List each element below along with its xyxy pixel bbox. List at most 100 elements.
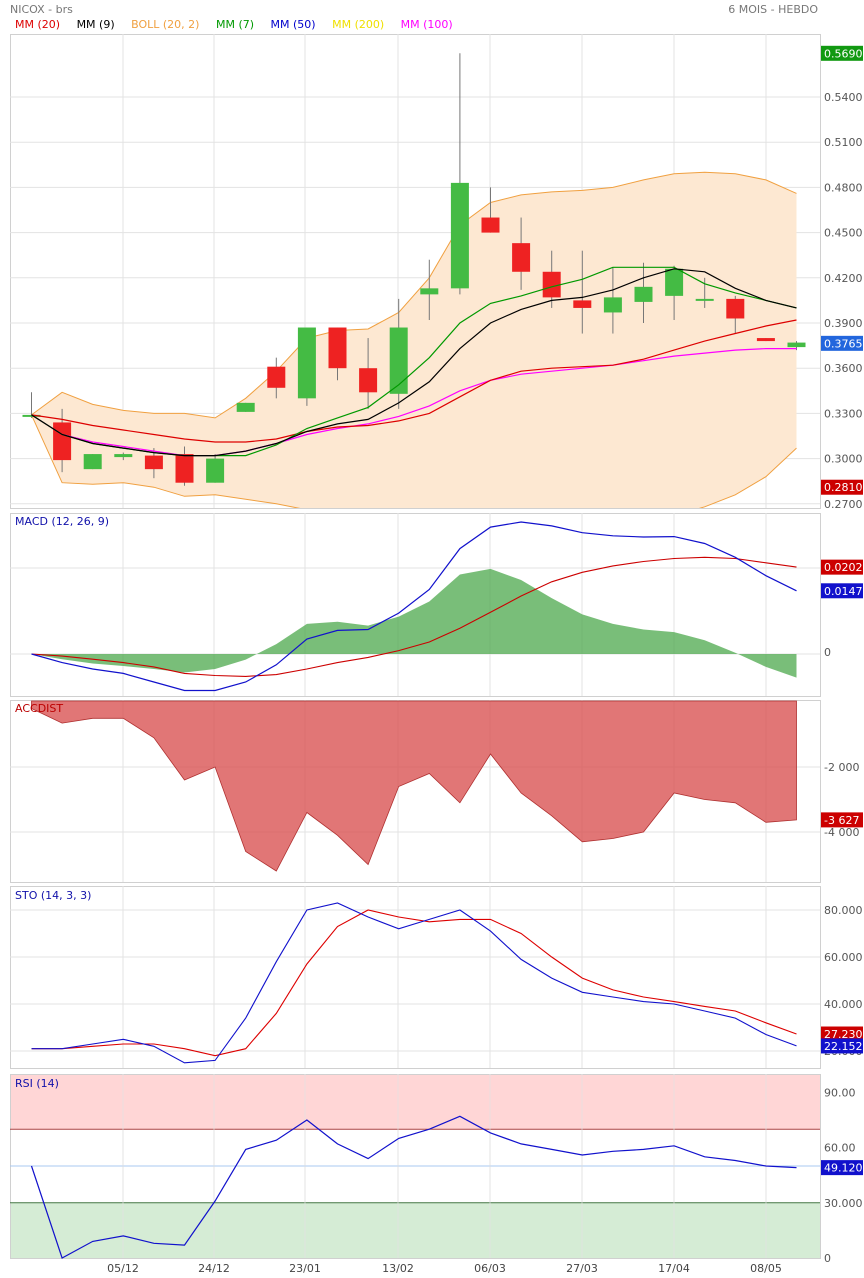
- candle-body: [665, 268, 684, 296]
- macd-badge-bg: [821, 583, 863, 599]
- macd-title: MACD (12, 26, 9): [15, 515, 109, 528]
- candle-body: [512, 243, 531, 272]
- sto-tick-label: 60.000: [824, 951, 863, 964]
- candle-body: [83, 454, 102, 470]
- rsi-tick-label: 0: [824, 1252, 831, 1265]
- sto-panel: [10, 886, 821, 1069]
- legend-mm9[interactable]: MM (9): [76, 18, 115, 31]
- sto-title: STO (14, 3, 3): [15, 889, 91, 902]
- candle-body: [297, 327, 316, 399]
- rsi-tick-label: 30.000: [824, 1197, 863, 1210]
- symbol-label: NICOX - brs: [10, 3, 73, 16]
- candle-body: [114, 454, 133, 458]
- macd-histogram: [31, 568, 797, 678]
- price-tick-label: 0.4500: [824, 227, 863, 240]
- candle-body: [695, 298, 714, 301]
- accdist-title: ACCDIST: [15, 702, 63, 715]
- legend-mm200[interactable]: MM (200): [332, 18, 385, 31]
- legend-mm20[interactable]: MM (20): [15, 18, 61, 31]
- macd-badge: 0.0202: [824, 561, 863, 574]
- price-tick-label: 0.3300: [824, 407, 863, 420]
- legend-mm100[interactable]: MM (100): [400, 18, 453, 31]
- candle-body: [267, 366, 286, 388]
- candle-body: [603, 297, 622, 313]
- price-badge: 0.5690: [824, 47, 863, 60]
- candle-body: [542, 271, 561, 298]
- price-badge-bg: [821, 479, 863, 495]
- candle-body: [144, 455, 163, 470]
- sto-badge-bg: [821, 1038, 863, 1054]
- legend-mm50[interactable]: MM (50): [270, 18, 316, 31]
- x-tick-label: 05/12: [107, 1262, 139, 1275]
- sto-badge-bg: [821, 1026, 863, 1042]
- candle-body: [328, 327, 347, 369]
- indicator-legend: MM (20) MM (9) BOLL (20, 2) MM (7) MM (5…: [15, 18, 466, 31]
- candle-body: [22, 414, 41, 417]
- macd-zero-label: 0: [824, 646, 831, 659]
- candle-body: [53, 422, 72, 461]
- candle-body: [573, 300, 592, 308]
- candle-body: [236, 402, 255, 412]
- x-tick-label: 23/01: [289, 1262, 321, 1275]
- sto-badge: 22.152: [824, 1040, 863, 1053]
- legend-mm7[interactable]: MM (7): [215, 18, 255, 31]
- accdist-area: [31, 700, 797, 872]
- period-label: 6 MOIS - HEBDO: [728, 3, 818, 16]
- rsi-tick-label: 90.00: [824, 1086, 856, 1099]
- candle-body: [726, 298, 745, 319]
- bollinger-lower-line: [31, 414, 797, 508]
- legend-boll[interactable]: BOLL (20, 2): [131, 18, 200, 31]
- price-tick-label: 0.3600: [824, 362, 863, 375]
- price-tick-label: 0.2700: [824, 498, 863, 511]
- bollinger-band: [31, 172, 797, 508]
- x-tick-label: 24/12: [198, 1262, 230, 1275]
- price-tick-label: 0.3900: [824, 317, 863, 330]
- x-tick-label: 13/02: [382, 1262, 414, 1275]
- mm9-line: [31, 268, 797, 457]
- candle-body: [175, 454, 194, 483]
- candle-body: [450, 182, 469, 289]
- price-tick-label: 0.5100: [824, 136, 863, 149]
- candle-body: [420, 288, 439, 295]
- x-tick-label: 06/03: [474, 1262, 506, 1275]
- sto-tick-label: 80.000: [824, 904, 863, 917]
- rsi-line: [30, 1115, 797, 1259]
- accdist-badge-bg: [821, 812, 863, 828]
- rsi-badge: 49.120: [824, 1162, 863, 1175]
- sto-k-line: [31, 902, 797, 1064]
- accdist-tick-label: -2 000: [824, 761, 859, 774]
- price-tick-label: 0.4200: [824, 272, 863, 285]
- macd-badge-bg: [821, 559, 863, 575]
- macd-panel: [10, 513, 821, 697]
- sto-d-line: [31, 909, 797, 1057]
- rsi-badge-bg: [821, 1160, 863, 1176]
- x-tick-label: 08/05: [750, 1262, 782, 1275]
- price-badge-bg: [821, 45, 863, 61]
- mm100-line: [31, 348, 797, 457]
- macd-badge: 0.0147: [824, 585, 863, 598]
- candle-body: [481, 217, 500, 233]
- price-badge: 0.2810: [824, 481, 863, 494]
- price-tick-label: 0.4800: [824, 181, 863, 194]
- mm20-line: [31, 319, 797, 443]
- rsi-title: RSI (14): [15, 1077, 59, 1090]
- accdist-badge: -3 627: [824, 814, 859, 827]
- sto-tick-label: 40.000: [824, 998, 863, 1011]
- candle-body: [787, 342, 806, 348]
- x-tick-label: 17/04: [658, 1262, 690, 1275]
- macd-line: [31, 521, 797, 692]
- candle-body: [206, 458, 225, 483]
- macd-signal-line: [31, 556, 797, 677]
- candle-body: [359, 368, 378, 393]
- price-tick-label: 0.5400: [824, 91, 863, 104]
- rsi-oversold-zone: [11, 1202, 820, 1258]
- accdist-tick-label: -4 000: [824, 826, 859, 839]
- price-plot: [22, 53, 806, 508]
- candle-body: [634, 286, 653, 302]
- price-badge: 0.3765: [824, 337, 863, 350]
- candle-body: [389, 327, 408, 394]
- price-badge-bg: [821, 335, 863, 351]
- sto-badge: 27.230: [824, 1028, 863, 1041]
